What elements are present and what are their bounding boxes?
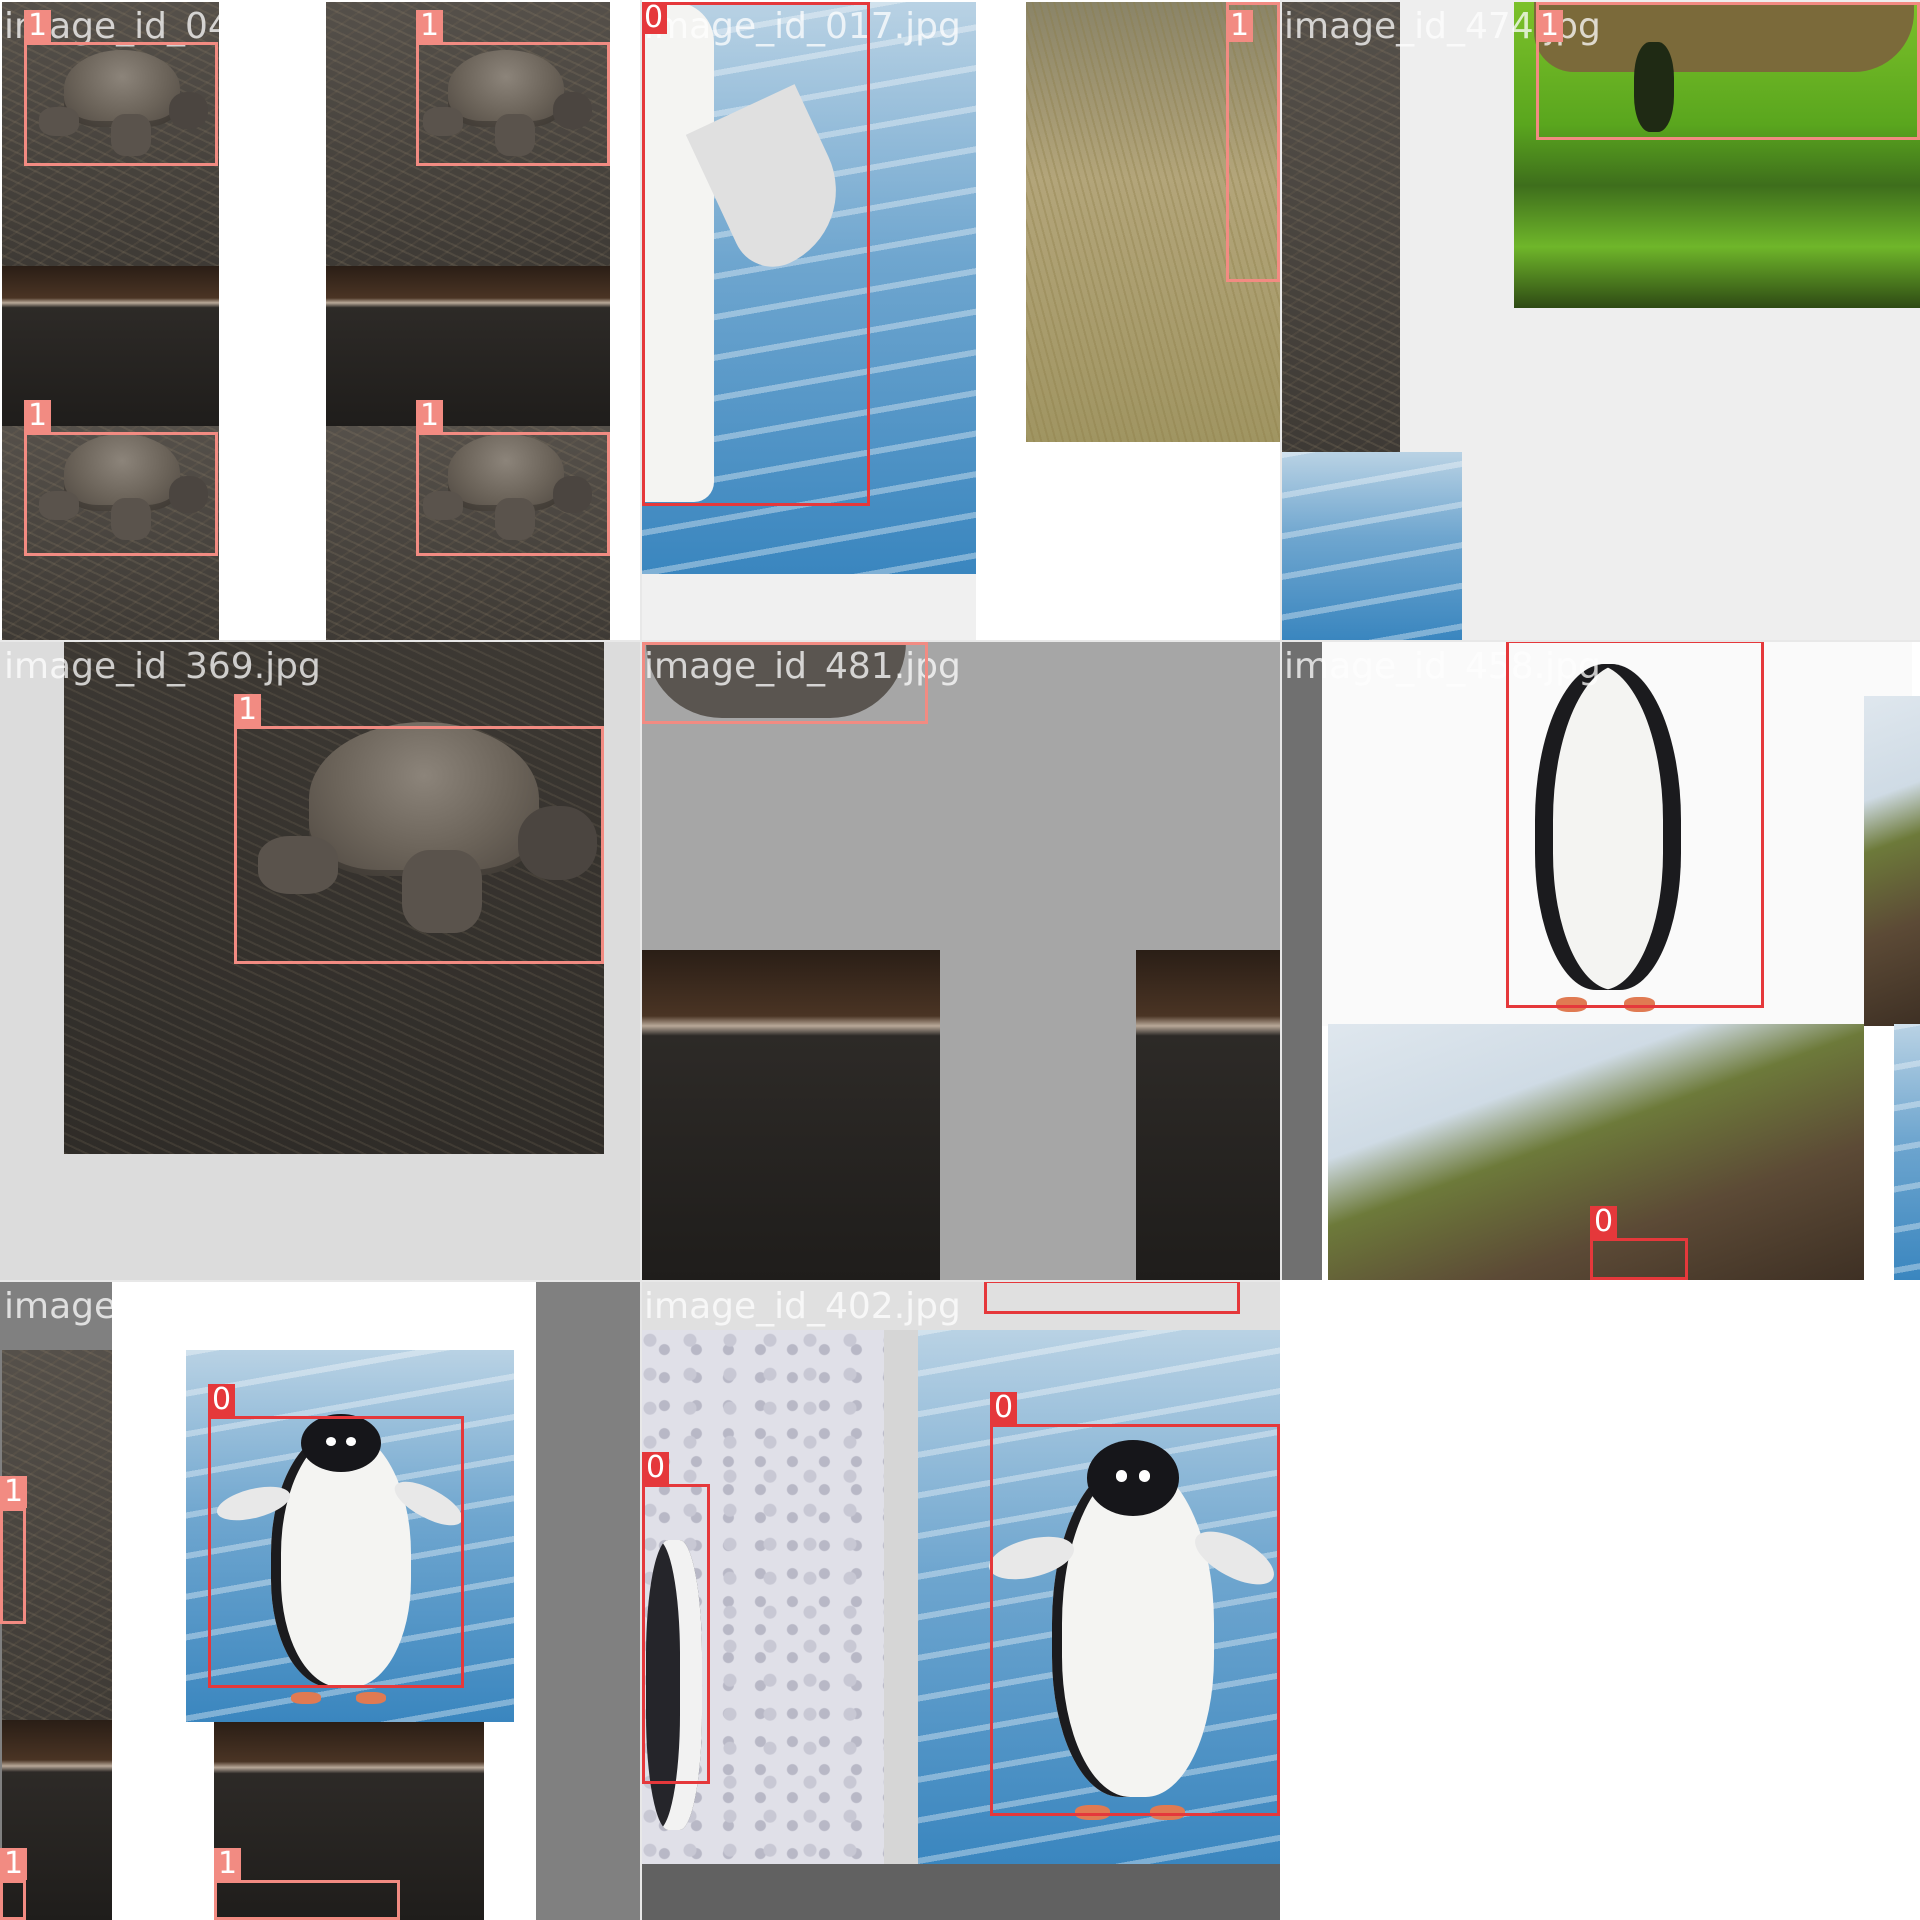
photo-water-strip xyxy=(1282,452,1462,640)
image-filename: image_id_402.jpg xyxy=(644,1286,961,1327)
mosaic-tile-2: image_id_017.jpg 0 1 xyxy=(640,0,1280,640)
class-label: 1 xyxy=(416,10,444,42)
bounding-box xyxy=(990,1424,1280,1816)
photo-snow xyxy=(642,1330,884,1864)
bounding-box xyxy=(416,42,610,166)
class-label: 1 xyxy=(24,10,52,42)
tortoise xyxy=(244,722,604,942)
mosaic-tile-7: image_id_024.jpg 0 1 1 1 xyxy=(0,1280,640,1920)
bounding-box xyxy=(0,1508,26,1624)
penguin xyxy=(1478,642,1738,1012)
bounding-box xyxy=(642,1484,710,1784)
photo-tortoise-b xyxy=(326,2,610,266)
bounding-box xyxy=(1506,640,1764,1008)
photo-tortoise-d xyxy=(326,266,610,640)
bounding-box xyxy=(984,1280,1240,1314)
grid-separator xyxy=(640,0,642,1920)
bounding-box xyxy=(0,1880,26,1920)
image-filename: image_id_481.jpg xyxy=(644,646,961,687)
mosaic-tile-1: image_id_043.jpg 1 1 1 1 xyxy=(0,0,640,640)
photo-penguin-walking xyxy=(186,1350,514,1722)
penguin xyxy=(213,1414,469,1704)
class-label: 1 xyxy=(1226,10,1254,42)
mosaic-tile-8: image_id_402.jpg 0 0 0 xyxy=(640,1280,1280,1920)
class-label: 1 xyxy=(1536,10,1564,42)
bounding-box xyxy=(24,432,218,556)
class-label: 1 xyxy=(24,400,52,432)
bounding-box xyxy=(1590,1238,1688,1280)
grid-separator xyxy=(0,1280,1280,1282)
photo-penguin-closeup xyxy=(642,2,976,574)
tortoise xyxy=(32,50,212,160)
mosaic-tile-3: image_id_474.jpg 1 1 xyxy=(1280,0,1920,640)
mosaic-tile-4: image_id_369.jpg 1 xyxy=(0,640,640,1280)
photo-tortoise-a xyxy=(2,2,219,266)
photo-shelter xyxy=(214,1722,484,1920)
class-label: 0 xyxy=(208,1384,236,1416)
class-label: 0 xyxy=(642,1452,670,1484)
grid-separator xyxy=(0,640,1920,642)
class-label: 1 xyxy=(0,1848,28,1880)
tortoise xyxy=(32,434,212,544)
class-label: 1 xyxy=(416,400,444,432)
photo-penguin-white xyxy=(1322,642,1912,1026)
bounding-box xyxy=(642,642,928,724)
class-label: 0 xyxy=(640,2,668,34)
photo-turtle-green xyxy=(1514,2,1920,308)
mosaic-tile-5: image_id_481.jpg 1 xyxy=(640,640,1280,1280)
bounding-box xyxy=(208,1416,464,1688)
image-filename: image_id_369.jpg xyxy=(4,646,321,687)
image-filename: image_id_024.jpg xyxy=(4,1286,321,1327)
tortoise xyxy=(416,50,596,160)
tortoise xyxy=(416,434,596,544)
photo-dirt-strip xyxy=(1282,2,1400,452)
class-label: 1 xyxy=(214,1848,242,1880)
photo-shelter-left xyxy=(642,950,940,1280)
bounding-box xyxy=(24,42,218,166)
photo-shelter-right xyxy=(1136,950,1280,1280)
class-label: 1 xyxy=(234,694,262,726)
bounding-box xyxy=(416,432,610,556)
bounding-box xyxy=(234,726,604,964)
penguin xyxy=(984,1440,1280,1820)
photo-penguin-running xyxy=(918,1330,1280,1864)
photo-shell-edge xyxy=(646,642,906,718)
class-label: 0 xyxy=(990,1392,1018,1424)
photo-dirt-left xyxy=(2,1350,112,1720)
photo-tortoise-c xyxy=(2,266,219,640)
image-filename: image_id_458.jpg xyxy=(1284,646,1601,687)
bounding-box xyxy=(1536,2,1920,140)
mosaic-tile-6: image_id_458.jpg 0 0 xyxy=(1280,640,1920,1280)
bounding-box xyxy=(642,2,870,506)
photo-grass-field xyxy=(1026,2,1280,442)
class-label: 0 xyxy=(1590,1206,1618,1238)
bounding-box xyxy=(214,1880,400,1920)
bounding-box xyxy=(1226,2,1280,282)
class-label: 1 xyxy=(0,1476,28,1508)
image-filename: image_id_017.jpg xyxy=(644,6,961,47)
image-filename: image_id_043.jpg xyxy=(4,6,321,47)
